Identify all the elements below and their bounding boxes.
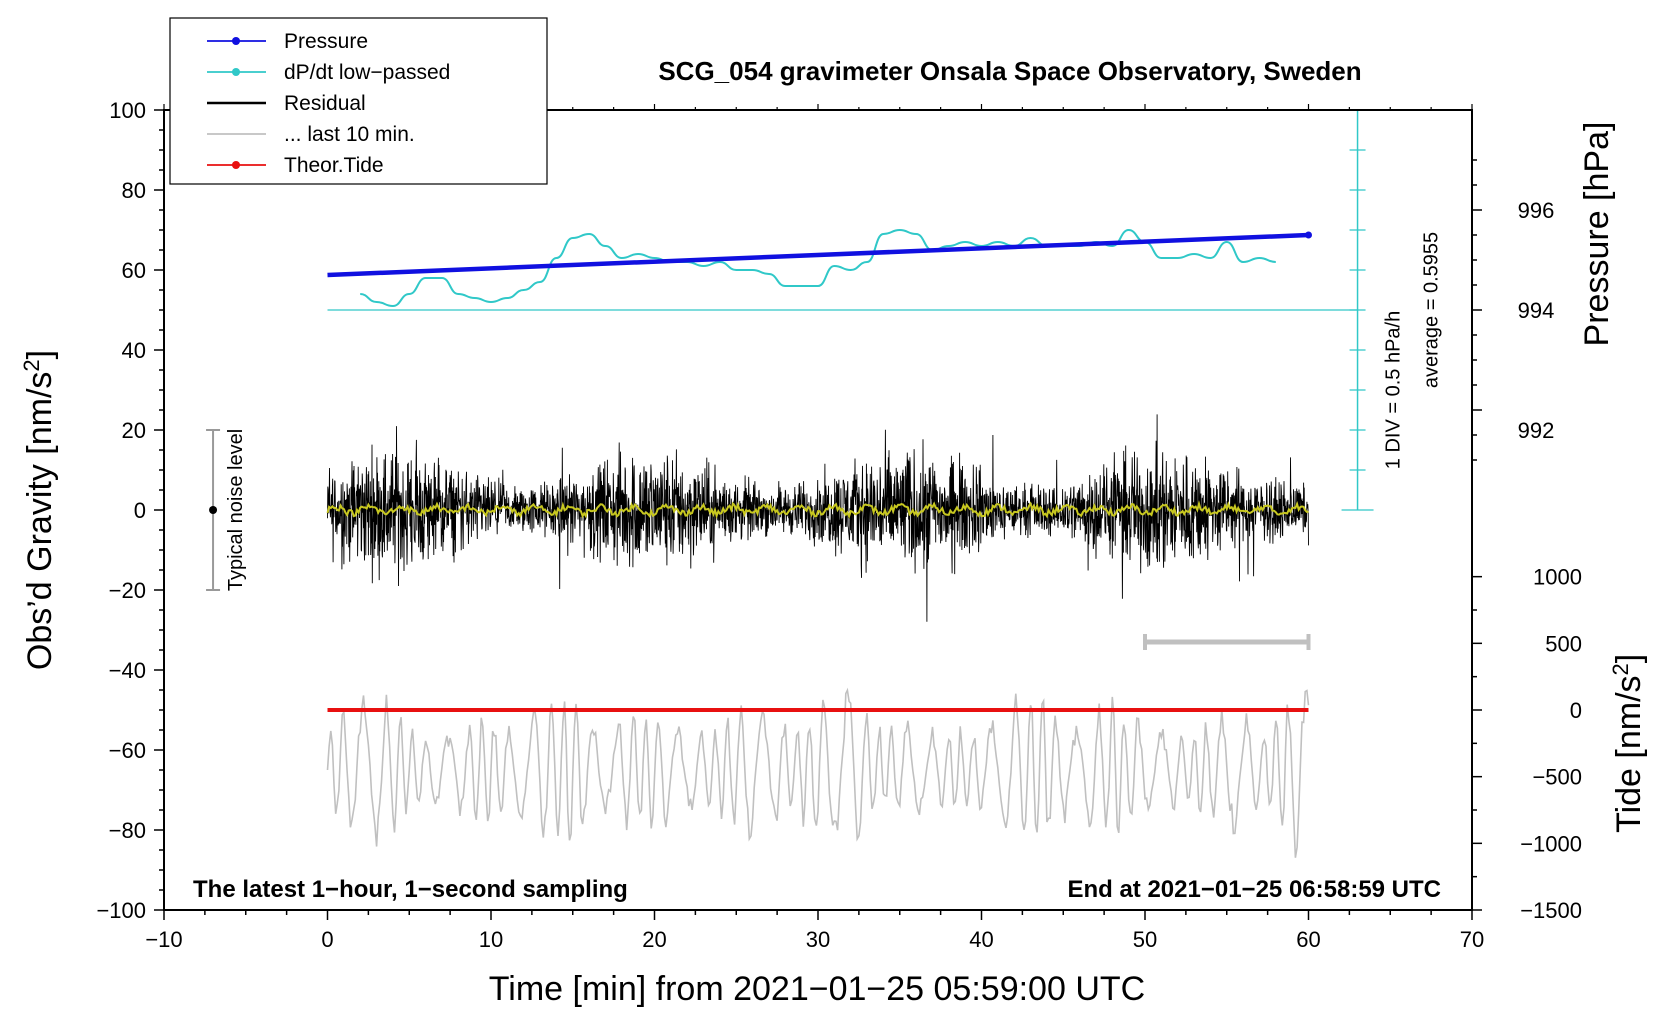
- pressure-tick-label: 992: [1518, 418, 1555, 443]
- legend: Pressure dP/dt low−passed Residual ... last…: [169, 17, 548, 185]
- x-tick-label: −10: [145, 927, 182, 952]
- tide-tick-label: 0: [1570, 698, 1582, 723]
- x-tick-label: 60: [1296, 927, 1320, 952]
- tide-tick-label: −500: [1532, 765, 1582, 790]
- pressure-tick-label: 994: [1518, 298, 1555, 323]
- noise-bar-dot: [209, 506, 218, 514]
- tide-axis-title: Tide [nm/s2]: [1608, 654, 1648, 833]
- series-dpdt: [360, 228, 1276, 308]
- noise-bar-label: Typical noise level: [225, 429, 247, 591]
- x-tick-label: 40: [969, 927, 993, 952]
- scale-bar-div-text: 1 DIV = 0.5 hPa/h: [1383, 311, 1405, 469]
- x-tick-label: 0: [321, 927, 333, 952]
- legend-label: Pressure: [284, 30, 368, 53]
- y-tick-label: 0: [134, 498, 146, 523]
- y-tick-label: −100: [96, 898, 146, 923]
- legend-label: Theor.Tide: [284, 154, 384, 177]
- legend-label: Residual: [284, 92, 366, 115]
- y-tick-label: 100: [109, 98, 146, 123]
- series-last-10-min: [326, 687, 1310, 858]
- y-tick-label: −60: [109, 738, 146, 763]
- legend-box: [169, 17, 548, 185]
- tide-tick-label: −1000: [1520, 831, 1582, 856]
- y-tick-label: 60: [122, 258, 146, 283]
- annotation-left: The latest 1−hour, 1−second sampling: [193, 876, 628, 903]
- y-tick-label: 40: [122, 338, 146, 363]
- scale-bar-average-text: average = 0.5955: [1421, 232, 1443, 388]
- x-tick-label: 10: [479, 927, 503, 952]
- chart-title: SCG_054 gravimeter Onsala Space Observat…: [658, 56, 1361, 86]
- series-pressure: [327, 232, 1309, 278]
- y-tick-label: −80: [109, 818, 146, 843]
- series-residual-smooth: [326, 500, 1309, 520]
- annotation-right: End at 2021−01−25 06:58:59 UTC: [1067, 876, 1441, 903]
- y-axis-title: Obs’d Gravity [nm/s2]: [19, 350, 59, 670]
- x-tick-label: 20: [642, 927, 666, 952]
- y-tick-label: −20: [109, 578, 146, 603]
- tide-tick-label: 1000: [1533, 565, 1582, 590]
- legend-marker: [232, 37, 240, 45]
- pressure-tick-label: 996: [1518, 198, 1555, 223]
- x-tick-label: 50: [1133, 927, 1157, 952]
- y-tick-label: 20: [122, 418, 146, 443]
- legend-label: ... last 10 min.: [284, 123, 415, 146]
- legend-label: dP/dt low−passed: [284, 61, 450, 84]
- y-tick-label: 80: [122, 178, 146, 203]
- y-tick-label: −40: [109, 658, 146, 683]
- axes: −10 0 10 20 30 40 50 60 70−100−80−60−40−20020406…: [19, 98, 1648, 952]
- plot-area: 1 DIV = 0.5 hPa/h average = 0.5955 Typical…: [206, 109, 1443, 858]
- legend-marker: [232, 161, 240, 169]
- x-axis-title: Time [min] from 2021−01−25 05:59:00 UTC: [489, 970, 1145, 1008]
- x-tick-label: 30: [806, 927, 830, 952]
- tide-tick-label: −1500: [1520, 898, 1582, 923]
- legend-marker: [232, 68, 240, 76]
- series-residual: [327, 414, 1309, 622]
- pressure-axis-title: Pressure [hPa]: [1578, 122, 1616, 347]
- x-tick-label: 70: [1460, 927, 1484, 952]
- pressure-end-point: [1305, 231, 1312, 239]
- tide-tick-label: 500: [1545, 631, 1582, 656]
